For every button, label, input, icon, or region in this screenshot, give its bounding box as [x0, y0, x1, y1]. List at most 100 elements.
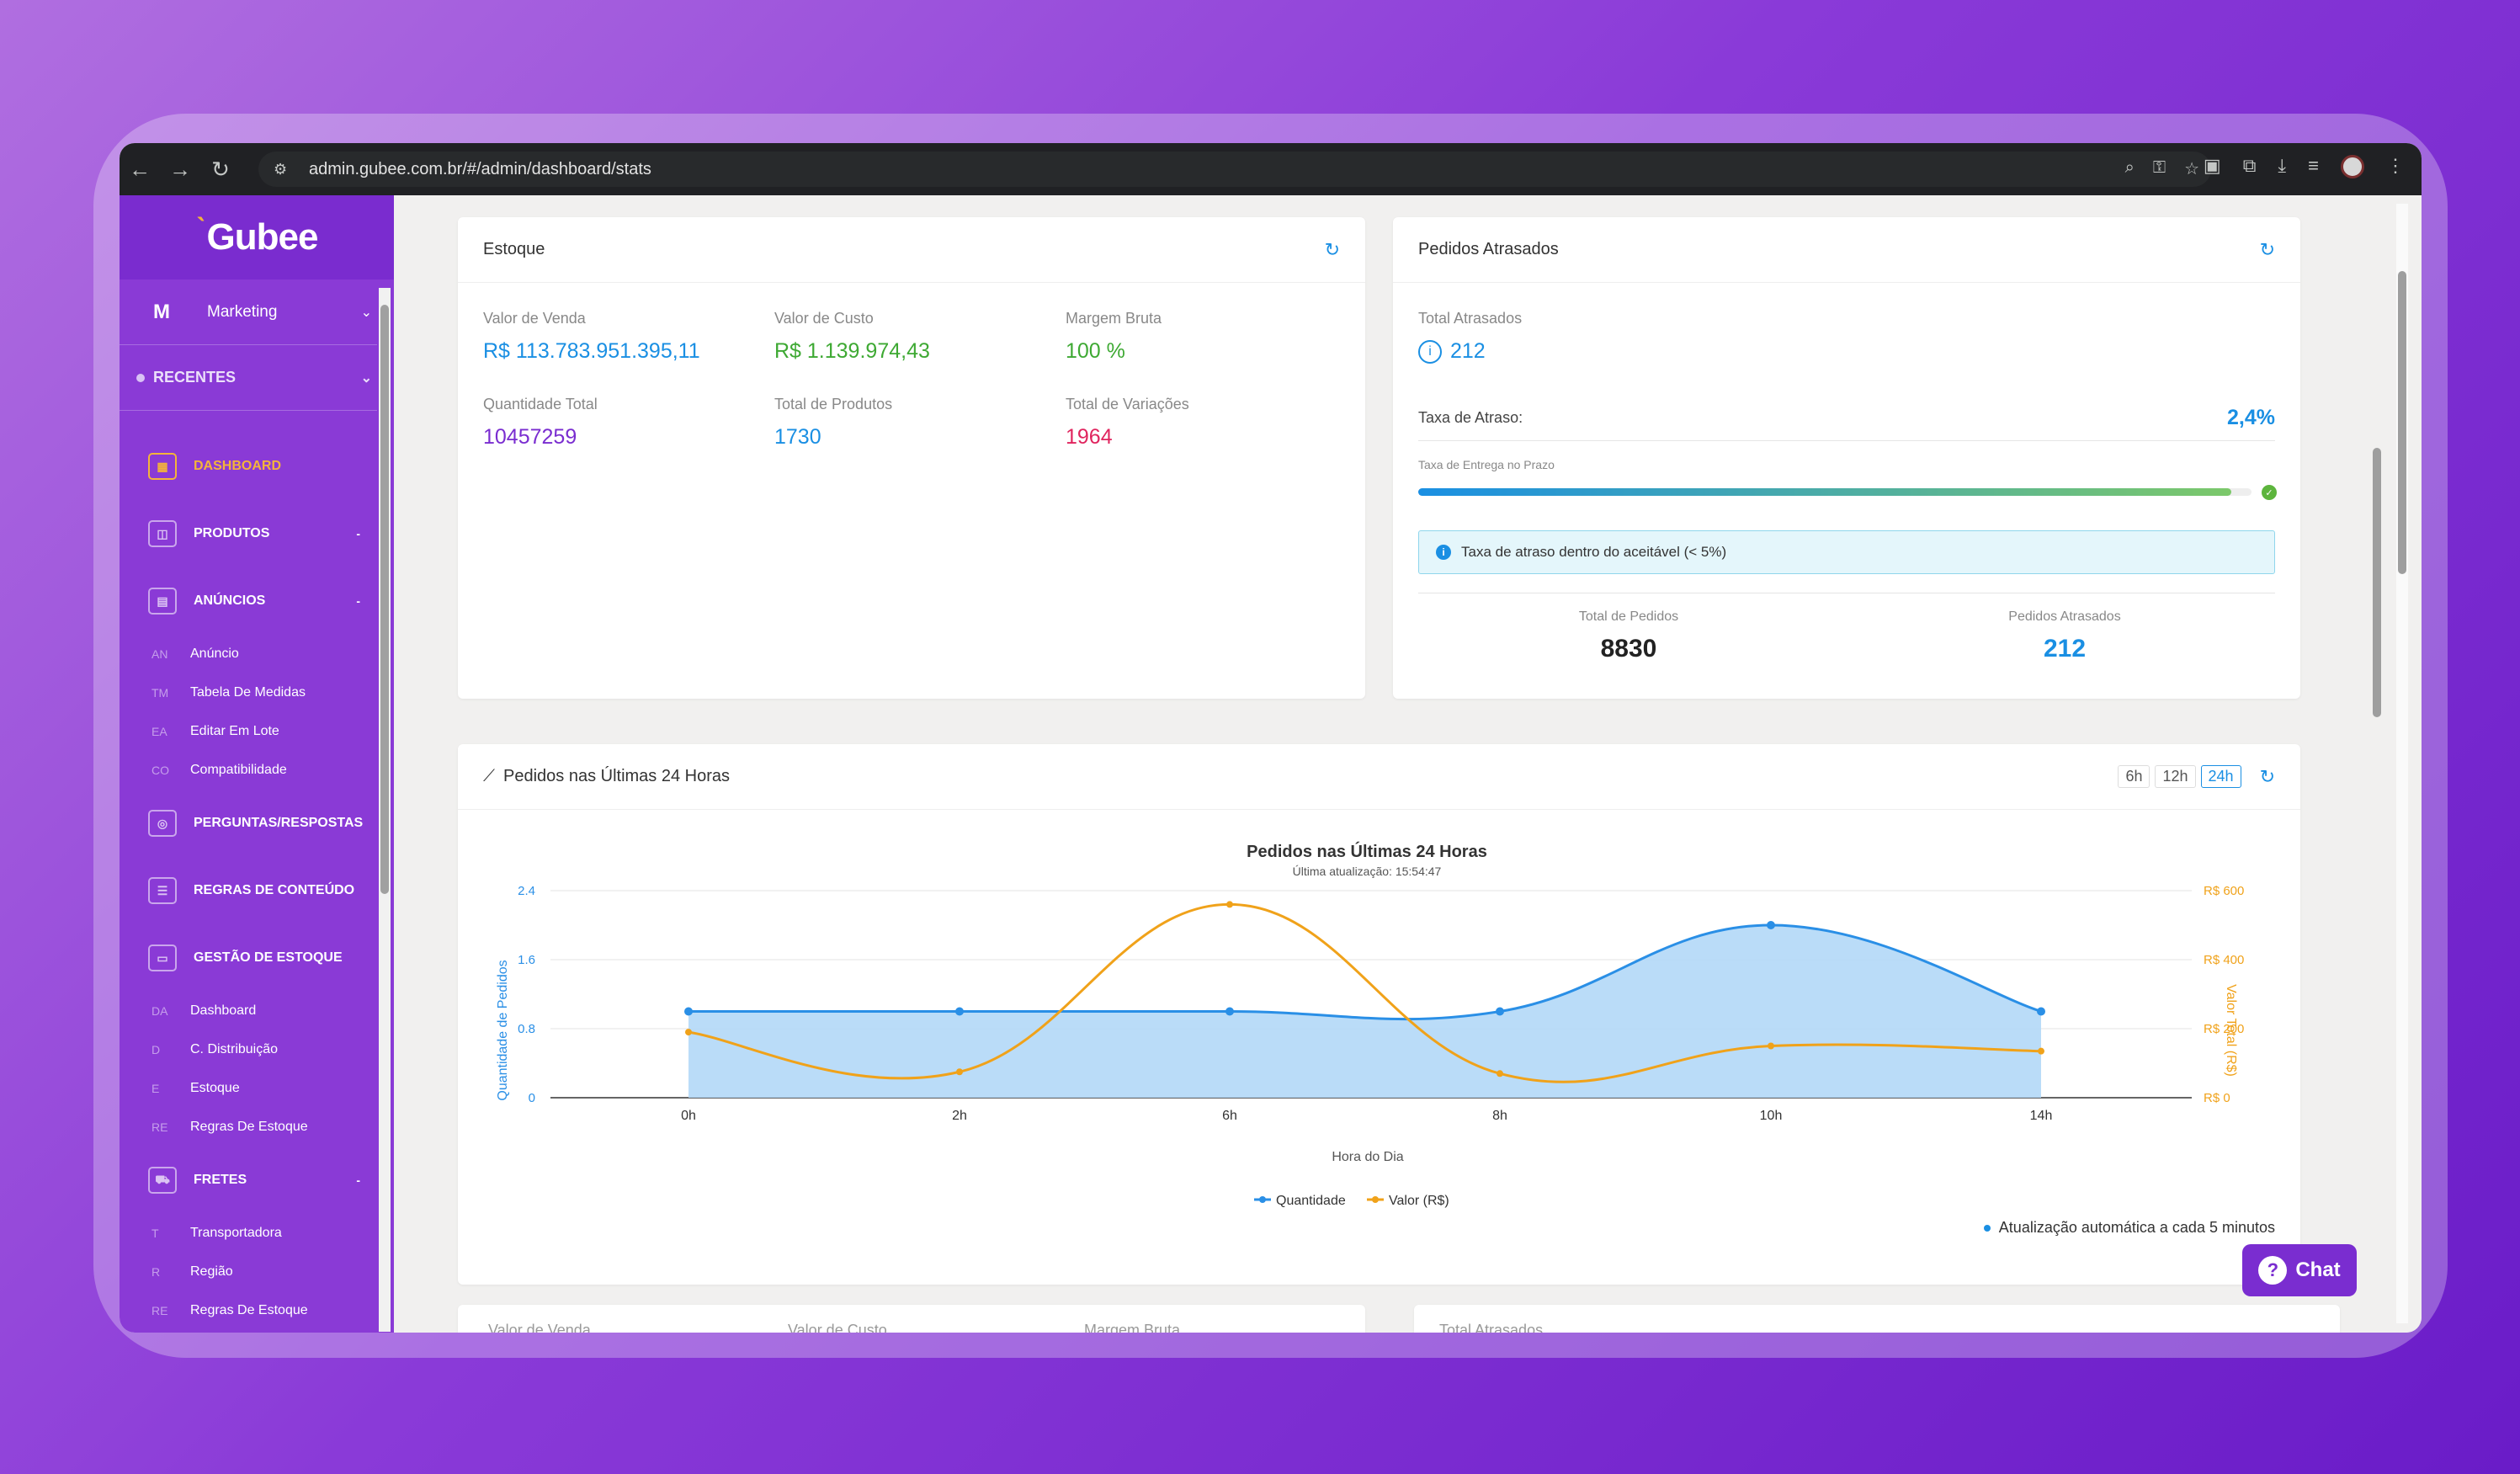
refresh-icon[interactable]: ↻	[2259, 765, 2275, 787]
sidebar-subitem-compatibilidade[interactable]: CO Compatibilidade	[120, 751, 394, 790]
chevron-icon: -	[356, 594, 360, 608]
extension-icon[interactable]: ▣	[2203, 155, 2221, 176]
range-12h-button[interactable]: 12h	[2155, 765, 2196, 788]
key-icon[interactable]: ⚿	[2152, 158, 2166, 177]
bag-icon: ◫	[148, 520, 177, 547]
site-info-icon[interactable]: ⚙	[274, 160, 288, 178]
status-dot-icon	[1983, 1224, 1991, 1232]
reload-icon[interactable]: ↻	[211, 156, 230, 182]
sidebar-item-gestao-estoque[interactable]: ▭ GESTÃO DE ESTOQUE	[120, 924, 394, 992]
media-icon[interactable]: ≡	[2308, 155, 2319, 176]
bookmark-star-icon[interactable]: ☆	[2184, 160, 2199, 178]
recentes-label: RECENTES	[153, 369, 237, 386]
valor-point	[956, 1068, 963, 1076]
subitem-label: Tabela De Medidas	[190, 685, 306, 700]
chart-lines-group	[688, 902, 2042, 1083]
dashboard-icon: ▦	[148, 453, 177, 480]
stat-label: Total de Produtos	[774, 396, 893, 412]
sidebar-item-anuncios[interactable]: ▤ ANÚNCIOS -	[120, 567, 394, 635]
main-content: Estoque ↻ Valor de Venda R$ 113.783.951.…	[394, 195, 2380, 1333]
sidebar-item-produtos[interactable]: ◫ PRODUTOS -	[120, 500, 394, 567]
chart-line-icon: ⟋	[483, 767, 495, 785]
sidebar-subitem-regiao[interactable]: R Região	[120, 1253, 394, 1291]
chevron-down-icon: ⌄	[360, 305, 372, 320]
recentes-section[interactable]: RECENTES ⌄	[120, 345, 377, 411]
info-circle-icon: i	[1418, 339, 1442, 364]
help-question-icon: ?	[2258, 1256, 2288, 1285]
menu-kebab-icon[interactable]: ⋮	[2386, 155, 2405, 176]
estoque-card-peek: Valor de Venda Valor de Custo Margem Bru…	[458, 1305, 1365, 1333]
taxa-atraso-row: Taxa de Atraso: 2,4%	[1418, 406, 2275, 441]
sidebar-subitem-regras-estoque[interactable]: RE Regras De Estoque	[120, 1108, 394, 1147]
peek-label: Valor de Venda	[488, 1322, 591, 1333]
quantidade-point	[955, 1007, 964, 1016]
sidebar-subitem-regras-frete[interactable]: RE Regras De Estoque	[120, 1291, 394, 1330]
x-tick-label: 14h	[2030, 1109, 2053, 1123]
page-scrollbar-thumb[interactable]	[2398, 271, 2406, 574]
logo[interactable]: ˋ Gubee	[120, 195, 394, 279]
entrega-progress-track	[1418, 488, 2252, 496]
refresh-icon[interactable]: ↻	[2259, 238, 2275, 260]
sidebar-scrollbar[interactable]	[379, 288, 391, 1332]
url-text[interactable]: admin.gubee.com.br/#/admin/dashboard/sta…	[309, 159, 651, 178]
stat-value: 8830	[1600, 635, 1657, 663]
sidebar-item-dashboard[interactable]: ▦ DASHBOARD	[120, 433, 394, 500]
legend-valor-label[interactable]: Valor (R$)	[1389, 1194, 1449, 1208]
sidebar-subitem-distribuicao[interactable]: D C. Distribuição	[120, 1030, 394, 1069]
sidebar-subitem-editar-lote[interactable]: EA Editar Em Lote	[120, 712, 394, 751]
forward-icon[interactable]: →	[169, 156, 191, 182]
chart-subtitle: Última atualização: 15:54:47	[1293, 865, 1442, 878]
download-icon[interactable]: ⤓	[2278, 155, 2287, 176]
stat-value: R$ 1.139.974,43	[774, 339, 930, 363]
sidebar-scrollbar-thumb[interactable]	[380, 305, 389, 894]
extensions-puzzle-icon[interactable]: ⧉	[2242, 155, 2257, 176]
x-tick-label: 2h	[952, 1109, 967, 1123]
sidebar-subitem-dashboard[interactable]: DA Dashboard	[120, 992, 394, 1030]
peek-label: Margem Bruta	[1084, 1322, 1181, 1333]
inner-scrollbar-thumb[interactable]	[2373, 448, 2381, 717]
logo-accent-icon: ˋ	[195, 211, 206, 246]
profile-avatar[interactable]	[2341, 155, 2364, 178]
org-switcher[interactable]: M Marketing ⌄	[120, 279, 377, 345]
stat-label: Total de Pedidos	[1578, 609, 1679, 624]
sidebar-subitem-estoque[interactable]: E Estoque	[120, 1069, 394, 1108]
sidebar-subitem-tabela-medidas[interactable]: TM Tabela De Medidas	[120, 673, 394, 712]
subitem-abbr: DA	[152, 1004, 168, 1018]
refresh-icon[interactable]: ↻	[1324, 238, 1340, 260]
stat-label: Pedidos Atrasados	[2008, 609, 2121, 624]
sidebar-item-perguntas[interactable]: ◎ PERGUNTAS/RESPOSTAS	[120, 790, 394, 857]
quantidade-line	[688, 923, 2042, 1021]
subitem-label: Regras De Estoque	[190, 1120, 308, 1134]
subitem-abbr: E	[152, 1082, 160, 1095]
stat-margem: Margem Bruta 100 %	[1066, 310, 1162, 364]
chat-button[interactable]: ? Chat	[2242, 1244, 2357, 1296]
range-6h-button[interactable]: 6h	[2118, 765, 2151, 788]
subitem-abbr: R	[152, 1265, 161, 1279]
zoom-icon[interactable]: ⌕	[2124, 158, 2135, 177]
sidebar-item-regras-conteudo[interactable]: ☰ REGRAS DE CONTEÚDO	[120, 857, 394, 924]
stat-produtos: Total de Produtos 1730	[774, 396, 892, 450]
subitem-abbr: CO	[152, 764, 169, 777]
atrasados-card-header: Pedidos Atrasados ↻	[1393, 217, 2300, 283]
back-icon[interactable]: ←	[129, 156, 151, 182]
range-24h-button[interactable]: 24h	[2200, 765, 2241, 788]
subitem-label: Editar Em Lote	[190, 724, 279, 738]
chart-card-header: ⟋ Pedidos nas Últimas 24 Horas 6h 12h 24…	[458, 744, 2300, 810]
sidebar-subitem-anuncio[interactable]: AN Anúncio	[120, 635, 394, 673]
y2-tick-label: R$ 200	[2204, 1022, 2244, 1036]
range-buttons: 6h 12h 24h	[2118, 765, 2241, 788]
subitem-label: Anúncio	[190, 647, 239, 661]
page-scrollbar[interactable]	[2373, 195, 2422, 1333]
quantidade-point	[1225, 1007, 1234, 1016]
sidebar-item-fretes[interactable]: ⛟ FRETES -	[120, 1147, 394, 1214]
stat-label: Margem Bruta	[1066, 310, 1162, 327]
x-tick-label: 10h	[1760, 1109, 1783, 1123]
address-bar[interactable]: ⚙ admin.gubee.com.br/#/admin/dashboard/s…	[258, 152, 2211, 187]
stat-value: 10457259	[483, 425, 577, 449]
legend-quantidade-label[interactable]: Quantidade	[1276, 1194, 1346, 1208]
valor-line	[688, 902, 2042, 1083]
stat-label: Total Atrasados	[1418, 310, 1523, 327]
auto-update-text: Atualização automática a cada 5 minutos	[1998, 1219, 2275, 1236]
chat-label: Chat	[2295, 1258, 2341, 1281]
sidebar-subitem-transportadora[interactable]: T Transportadora	[120, 1214, 394, 1253]
